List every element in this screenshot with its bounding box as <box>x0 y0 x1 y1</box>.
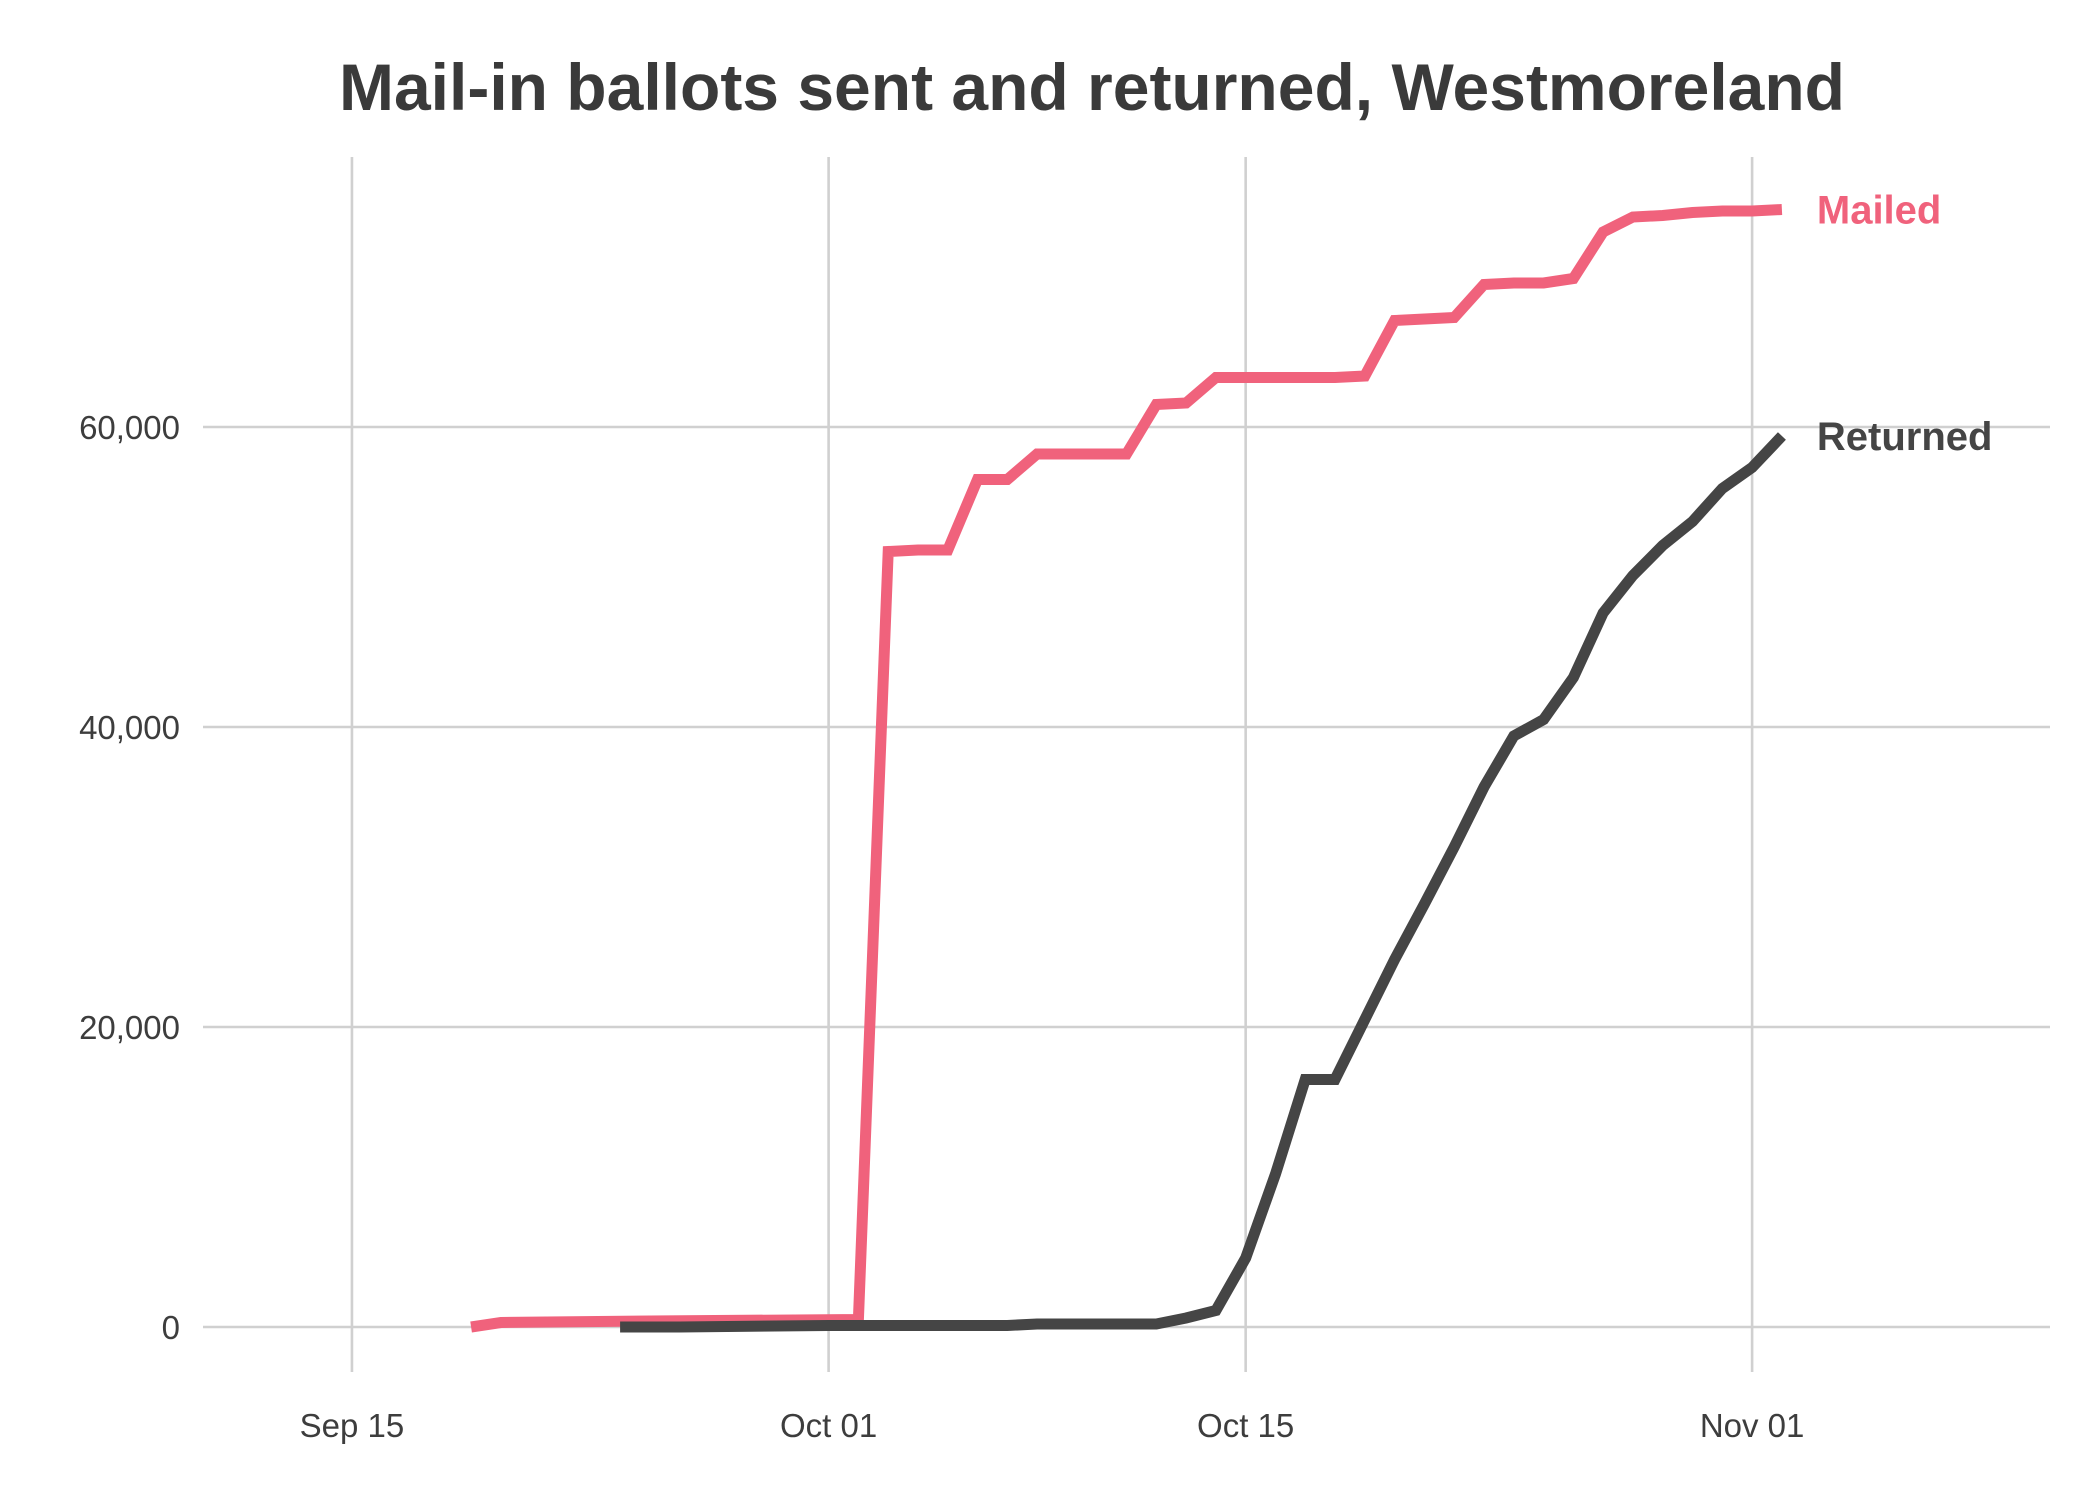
y-tick-label: 40,000 <box>79 709 180 746</box>
series-label-returned: Returned <box>1817 415 1993 459</box>
chart-title: Mail-in ballots sent and returned, Westm… <box>339 50 1845 124</box>
grid <box>203 157 2050 1372</box>
series-lines <box>470 204 1786 1333</box>
series-labels: Mailed Returned <box>1817 189 1993 460</box>
series-line-returned <box>620 432 1786 1333</box>
axis-tick-labels: 0 20,000 40,000 60,000 Sep 15 Oct 01 Oct 15 Nov… <box>79 409 1804 1444</box>
x-tick-label: Nov 01 <box>1700 1407 1805 1444</box>
y-tick-label: 20,000 <box>79 1009 180 1046</box>
x-tick-label: Oct 01 <box>780 1407 877 1444</box>
x-tick-label: Sep 15 <box>300 1407 405 1444</box>
y-tick-label: 60,000 <box>79 409 180 446</box>
series-label-mailed: Mailed <box>1817 189 1941 233</box>
series-line-mailed <box>470 204 1783 1333</box>
x-tick-label: Oct 15 <box>1197 1407 1294 1444</box>
y-tick-label: 0 <box>162 1309 180 1346</box>
